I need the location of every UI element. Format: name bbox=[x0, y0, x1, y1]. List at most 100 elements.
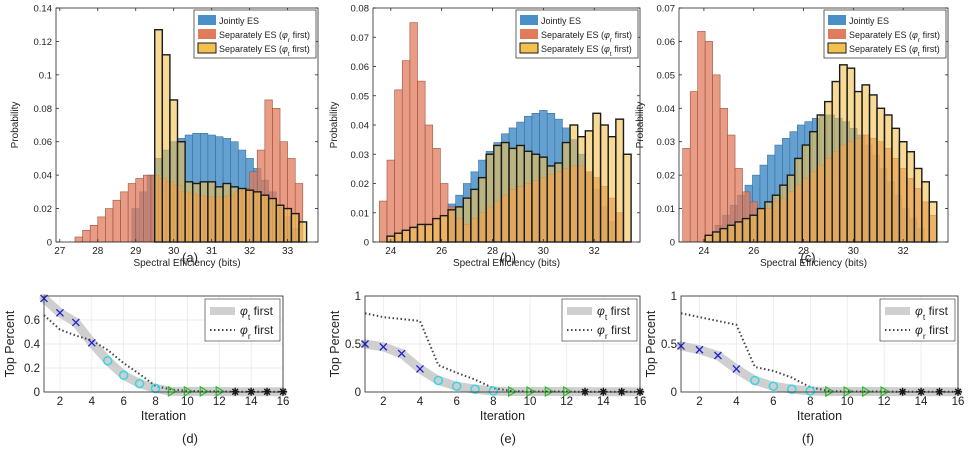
bar-phi-t bbox=[169, 99, 179, 243]
marker-circle bbox=[433, 375, 444, 386]
bar-phi-t bbox=[229, 186, 239, 243]
x-tick-label: 4 bbox=[417, 396, 424, 408]
x-axis-label: Spectral Efficiency (bits) bbox=[760, 258, 867, 269]
bar-phi-r bbox=[135, 178, 144, 243]
bar-phi-t bbox=[853, 90, 863, 243]
bar-phi-r bbox=[409, 22, 418, 243]
bar-phi-t bbox=[861, 84, 871, 243]
bar-phi-r bbox=[401, 60, 411, 243]
y-tick-label: 0.2 bbox=[24, 363, 40, 375]
marker-cross bbox=[379, 342, 388, 351]
legend-entry: φr first bbox=[240, 323, 274, 341]
bar-phi-t bbox=[846, 67, 856, 243]
bar-phi-t bbox=[561, 141, 571, 243]
marker-circle bbox=[805, 386, 816, 396]
legend-entry: φt first bbox=[915, 304, 949, 322]
x-tick-label: 28 bbox=[92, 246, 104, 257]
x-tick-label: 28 bbox=[487, 246, 499, 257]
bar-phi-t bbox=[416, 223, 426, 243]
x-tick-label: 4 bbox=[733, 396, 740, 408]
y-tick-label: 0.05 bbox=[351, 91, 370, 102]
y-tick-label: 0.01 bbox=[351, 208, 370, 219]
bar-phi-t bbox=[199, 181, 209, 243]
series-phi-t-line bbox=[360, 339, 645, 397]
bar-phi-t bbox=[283, 207, 293, 243]
marker-circle bbox=[768, 381, 779, 391]
bar-phi-t bbox=[569, 124, 579, 243]
bar-phi-r bbox=[682, 148, 691, 243]
x-tick-label: 16 bbox=[634, 396, 647, 408]
histogram-panel-c: 24 26 28 30 32 0 0.01 0.02 0.03 0.04 0.05 0.06 0.07 S… bbox=[635, 4, 949, 269]
bar-phi-t bbox=[801, 144, 811, 243]
y-tick-label: 0.08 bbox=[351, 4, 370, 15]
bar-phi-t bbox=[734, 221, 744, 243]
y-axis-label: Top Percent bbox=[328, 310, 342, 377]
x-tick-label: 32 bbox=[589, 246, 601, 257]
bar-phi-t bbox=[493, 144, 503, 243]
x-tick-label: 26 bbox=[436, 246, 448, 257]
panel-label: (d) bbox=[182, 431, 198, 446]
marker-cross bbox=[732, 365, 741, 373]
y-tick-label: 0 bbox=[671, 387, 677, 399]
bar-phi-t bbox=[538, 156, 548, 243]
y-tick-label: 0.02 bbox=[34, 204, 53, 215]
marker-cross bbox=[695, 345, 704, 354]
y-axis-label: Top Percent bbox=[3, 310, 17, 377]
bar-phi-t bbox=[607, 135, 617, 243]
bar-phi-t bbox=[207, 181, 217, 243]
bar-phi-t bbox=[584, 130, 594, 243]
marker-triangle bbox=[862, 385, 872, 398]
axes-frame bbox=[680, 295, 959, 393]
legend-swatch bbox=[198, 29, 216, 39]
line-panel-e: 2 4 6 8 10 12 14 16 0 0.5 1 Iteration Top Percent (e) bbox=[328, 291, 646, 446]
bar-phi-t bbox=[704, 234, 714, 243]
legend-entry: Jointly ES bbox=[541, 16, 581, 26]
y-tick-label: 0.6 bbox=[24, 315, 40, 327]
legend-entry: φr first bbox=[597, 323, 631, 341]
bar-phi-t bbox=[454, 206, 464, 243]
bar-phi-t bbox=[546, 165, 556, 243]
bar-phi-t bbox=[275, 204, 285, 243]
y-axis-label: Top Percent bbox=[644, 310, 658, 377]
y-tick-label: 0.06 bbox=[351, 62, 370, 73]
marker-circle bbox=[787, 384, 797, 394]
x-axis-label: Spectral Efficiency (bits) bbox=[453, 258, 560, 269]
legend-swatch bbox=[828, 29, 846, 39]
bar-phi-t bbox=[786, 174, 796, 243]
x-tick-label: 33 bbox=[282, 246, 294, 257]
marker-triangle bbox=[183, 385, 194, 398]
legend-swatch bbox=[520, 15, 538, 25]
x-tick-label: 30 bbox=[848, 246, 860, 257]
x-tick-label: 14 bbox=[245, 396, 258, 408]
bar-phi-t bbox=[222, 182, 232, 243]
bar-phi-t bbox=[485, 153, 495, 243]
legend-box bbox=[879, 298, 956, 342]
bar-phi-t bbox=[554, 162, 564, 243]
x-tick-label: 31 bbox=[206, 246, 218, 257]
bar-phi-t bbox=[771, 194, 781, 243]
bar-phi-t bbox=[470, 188, 480, 243]
x-tick-label: 30 bbox=[168, 246, 180, 257]
x-tick-label: 8 bbox=[490, 396, 496, 408]
bar-phi-t bbox=[184, 181, 194, 243]
legend-swatch bbox=[519, 42, 539, 54]
marker-cross bbox=[71, 318, 80, 327]
marker-triangle bbox=[825, 385, 835, 398]
y-tick-label: 0.06 bbox=[657, 37, 676, 48]
marker-circle bbox=[451, 381, 462, 391]
bar-phi-r bbox=[89, 224, 99, 243]
bar-phi-t bbox=[523, 150, 533, 243]
x-tick-label: 30 bbox=[538, 246, 550, 257]
x-tick-label: 10 bbox=[524, 396, 537, 408]
bar-phi-r bbox=[417, 80, 426, 243]
bar-phi-t bbox=[462, 197, 472, 243]
bar-phi-t bbox=[531, 153, 541, 243]
bar-phi-t bbox=[883, 114, 893, 243]
bar-phi-t bbox=[779, 184, 789, 243]
legend-entry: Separately ES (φr first) bbox=[541, 30, 632, 44]
bar-phi-r bbox=[82, 230, 91, 243]
marker-triangle bbox=[880, 385, 890, 398]
y-tick-label: 0.12 bbox=[34, 37, 53, 48]
bar-phi-t bbox=[214, 186, 224, 243]
bar-phi-t bbox=[515, 144, 526, 243]
